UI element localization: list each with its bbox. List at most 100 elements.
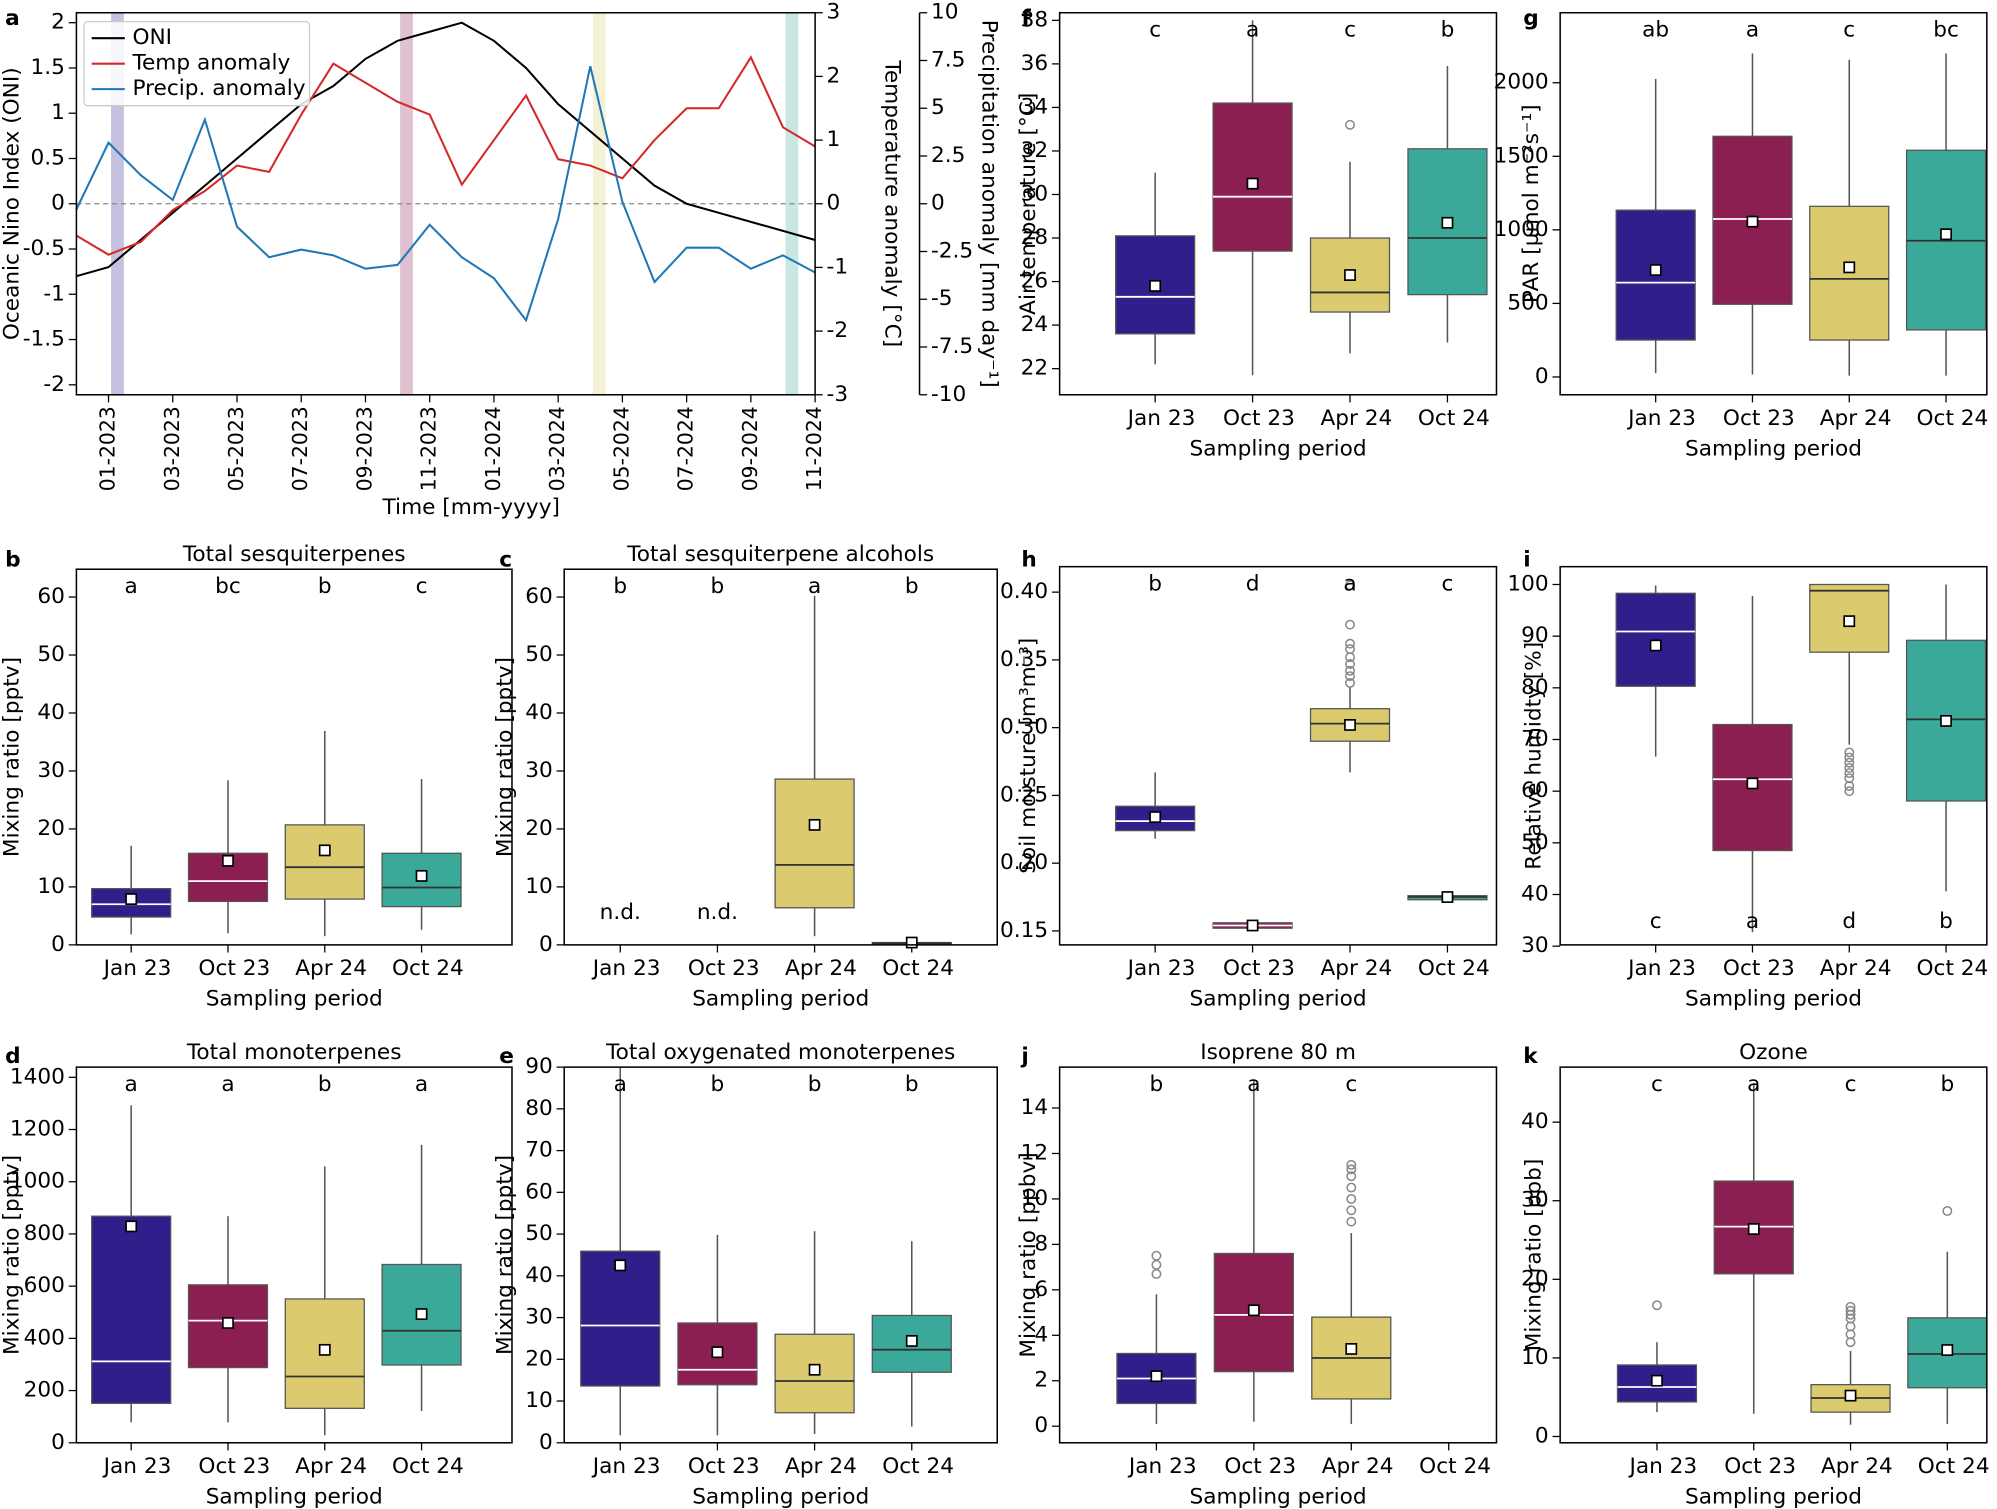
y-tick-label: 0.40 <box>1000 579 1048 604</box>
outlier <box>1651 1300 1662 1311</box>
outlier <box>1346 1164 1357 1175</box>
x-tick-label: 05-2024 <box>609 406 633 491</box>
significance-letter: c <box>1845 1072 1857 1097</box>
x-axis-label: Sampling period <box>206 1485 383 1509</box>
plot-frame <box>75 568 513 946</box>
outlier <box>1346 1182 1357 1193</box>
mean-marker <box>125 893 138 905</box>
significance-letter: d <box>1842 909 1856 934</box>
y-tick-label: 36 <box>1021 51 1049 76</box>
significance-letter: a <box>808 574 821 599</box>
outlier <box>1845 1301 1856 1312</box>
significance-letter: b <box>1939 909 1953 934</box>
y-tick-label: 0.30 <box>1000 715 1048 740</box>
x-tick-label: Jan 23 <box>1626 956 1696 981</box>
x-tick-label: 11-2023 <box>417 406 441 491</box>
outlier <box>1844 762 1855 773</box>
y-tick-label: 20 <box>525 1346 553 1371</box>
y-tick-label: 24 <box>1021 312 1049 337</box>
x-tick-label: Oct 24 <box>1418 406 1490 431</box>
outlier <box>1844 747 1855 758</box>
panel-label: d <box>5 1044 20 1069</box>
y-tick-label: 32 <box>1021 138 1049 163</box>
outlier <box>1345 119 1355 130</box>
y-tick-label: 34 <box>1021 94 1049 119</box>
y-tick-label: 1 <box>51 100 65 125</box>
panel-title: Total sesquiterpenes <box>182 542 406 567</box>
y-tick-label: 30 <box>525 1305 553 1330</box>
y-tick-label: -3 <box>827 382 849 407</box>
y-tick-label: 60 <box>525 584 553 609</box>
y-tick-label: 0 <box>539 932 553 957</box>
mean-marker <box>222 1317 234 1329</box>
significance-letter: b <box>318 574 332 599</box>
outlier <box>1151 1259 1162 1270</box>
x-axis-label: Time [mm-yyyy] <box>382 495 560 520</box>
mean-marker <box>905 936 918 949</box>
y-axis-label: Soil moisture [m³m⁻³] <box>1016 638 1041 874</box>
significance-letter: b <box>1441 18 1455 43</box>
y-tick-label: 1.5 <box>31 55 65 80</box>
plot-frame <box>1058 565 1498 946</box>
y2-axis-label: Temperature anomaly [°C] <box>880 59 905 347</box>
outlier <box>1345 658 1355 669</box>
box <box>580 1250 661 1387</box>
y-tick-label: 1000 <box>1494 217 1549 242</box>
x-tick-label: Oct 24 <box>882 956 954 981</box>
y-tick-label: 0.15 <box>1000 918 1048 943</box>
x-axis-label: Sampling period <box>1685 437 1862 462</box>
x-axis-label: Sampling period <box>1190 437 1367 462</box>
outlier <box>1346 1205 1357 1216</box>
y-tick-label: 22 <box>1021 356 1049 381</box>
y-tick-label: 0 <box>51 932 65 957</box>
x-tick-label: Oct 23 <box>688 956 760 981</box>
x-tick-label: Apr 24 <box>295 956 367 981</box>
y-axis-label: Mixing ratio [pptv] <box>0 657 25 857</box>
y-tick-label: 0 <box>51 191 65 216</box>
x-tick-label: Jan 23 <box>1126 956 1196 981</box>
mean-marker <box>1246 919 1259 932</box>
x-tick-label: 01-2023 <box>96 406 120 491</box>
y-tick-label: -2 <box>43 372 65 397</box>
box <box>774 778 855 909</box>
significance-letter: b <box>613 574 627 599</box>
mean-marker <box>1941 1344 1954 1356</box>
y-tick-label: 100 <box>1507 571 1548 596</box>
mean-marker <box>808 818 821 831</box>
panel-label: f <box>1021 6 1031 31</box>
y-tick-label: 40 <box>37 700 65 725</box>
outlier <box>1345 677 1355 688</box>
y-tick-label: 10 <box>525 1388 553 1413</box>
box <box>187 1284 269 1369</box>
outlier <box>1345 671 1355 682</box>
box <box>91 1215 172 1404</box>
y-tick-label: 200 <box>24 1378 65 1403</box>
legend-box <box>83 21 311 107</box>
x-axis-label: Sampling period <box>1685 987 1862 1012</box>
x-tick-label: Apr 24 <box>1320 406 1392 431</box>
outlier <box>1345 619 1355 630</box>
mean-marker <box>1651 1374 1663 1387</box>
outlier <box>1345 644 1355 655</box>
y-tick-label: 0 <box>51 1430 65 1455</box>
mean-marker <box>1649 639 1662 652</box>
significance-letter: b <box>1940 1072 1954 1097</box>
significance-letter: bc <box>1933 18 1959 43</box>
y-tick-label: 2 <box>51 10 65 35</box>
y-tick-label: 10 <box>1021 1186 1049 1211</box>
x-tick-label: Jan 23 <box>1626 406 1696 431</box>
significance-letter: a <box>1343 571 1356 596</box>
significance-letter: c <box>1345 1072 1357 1097</box>
outlier <box>1346 1159 1357 1170</box>
mean-marker <box>808 1363 821 1376</box>
y-tick-label: 600 <box>24 1273 65 1298</box>
mean-marker <box>1441 891 1454 903</box>
y-tick-label: 0 <box>539 1430 553 1455</box>
outlier <box>1151 1250 1162 1261</box>
annotation: n.d. <box>600 900 641 925</box>
panel-title: Total sesquiterpene alcohols <box>626 542 934 567</box>
outlier <box>1345 638 1355 649</box>
significance-letter: a <box>1246 18 1259 43</box>
panel-title: Total oxygenated monoterpenes <box>605 1040 955 1065</box>
outlier <box>1844 768 1855 779</box>
